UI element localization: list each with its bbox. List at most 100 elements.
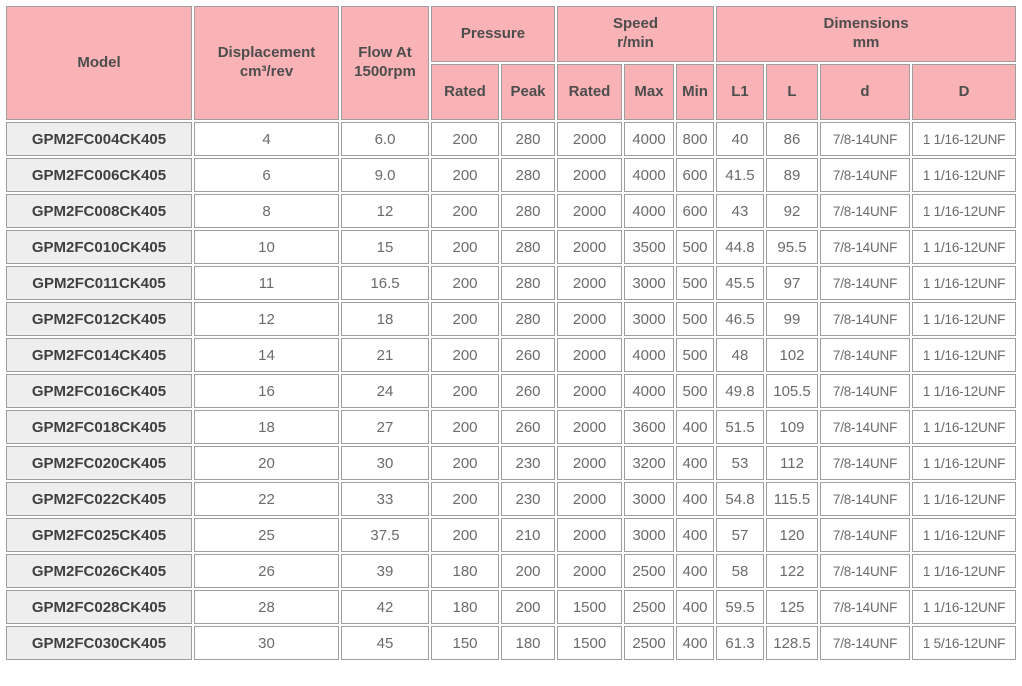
value-cell: 7/8-14UNF [820,410,911,444]
value-cell: 260 [501,374,555,408]
value-cell: 7/8-14UNF [820,554,911,588]
model-cell: GPM2FC026CK405 [6,554,192,588]
value-cell: 128.5 [766,626,819,660]
value-cell: 2000 [557,194,622,228]
header-dimensions-group: Dimensions mm [716,6,1017,62]
value-cell: 1 5/16-12UNF [912,626,1017,660]
value-cell: 3000 [624,302,674,336]
value-cell: 260 [501,338,555,372]
value-cell: 3600 [624,410,674,444]
table-row: GPM2FC011CK405 11 16.5 200 280 2000 3000 500 45.… [6,266,1017,300]
value-cell: 2000 [557,302,622,336]
value-cell: 49.8 [716,374,765,408]
table-row: GPM2FC030CK405 30 45 150 180 1500 2500 400 61.3 1… [6,626,1017,660]
value-cell: 4000 [624,158,674,192]
table-row: GPM2FC008CK405 8 12 200 280 2000 4000 600 43 92 7/… [6,194,1017,228]
value-cell: 1500 [557,590,622,624]
value-cell: 14 [194,338,339,372]
value-cell: 40 [716,122,765,156]
value-cell: 58 [716,554,765,588]
value-cell: 2000 [557,410,622,444]
value-cell: 112 [766,446,819,480]
value-cell: 26 [194,554,339,588]
table-row: GPM2FC010CK405 10 15 200 280 2000 3500 500 44.8 9… [6,230,1017,264]
value-cell: 200 [501,554,555,588]
value-cell: 24 [341,374,429,408]
model-cell: GPM2FC028CK405 [6,590,192,624]
value-cell: 500 [676,338,715,372]
value-cell: 600 [676,158,715,192]
value-cell: 61.3 [716,626,765,660]
value-cell: 400 [676,590,715,624]
value-cell: 1 1/16-12UNF [912,122,1017,156]
table-row: GPM2FC025CK405 25 37.5 200 210 2000 3000 400 57 1… [6,518,1017,552]
header-dimensions-line2: mm [852,34,880,51]
value-cell: 7/8-14UNF [820,230,911,264]
value-cell: 57 [716,518,765,552]
value-cell: 230 [501,482,555,516]
value-cell: 180 [431,554,499,588]
value-cell: 45 [341,626,429,660]
value-cell: 1 1/16-12UNF [912,158,1017,192]
value-cell: 22 [194,482,339,516]
value-cell: 20 [194,446,339,480]
value-cell: 7/8-14UNF [820,626,911,660]
model-cell: GPM2FC025CK405 [6,518,192,552]
value-cell: 1 1/16-12UNF [912,590,1017,624]
value-cell: 3500 [624,230,674,264]
header-pressure-group: Pressure [431,6,555,62]
value-cell: 500 [676,266,715,300]
header-speed-min: Min [676,64,715,120]
header-speed-line2: r/min [617,34,654,51]
value-cell: 200 [431,482,499,516]
value-cell: 125 [766,590,819,624]
value-cell: 2000 [557,374,622,408]
value-cell: 115.5 [766,482,819,516]
header-speed-max: Max [624,64,674,120]
value-cell: 16.5 [341,266,429,300]
value-cell: 46.5 [716,302,765,336]
header-dim-l1: L1 [716,64,765,120]
value-cell: 102 [766,338,819,372]
value-cell: 7/8-14UNF [820,338,911,372]
value-cell: 33 [341,482,429,516]
value-cell: 1 1/16-12UNF [912,446,1017,480]
table-row: GPM2FC018CK405 18 27 200 260 2000 3600 400 51.5 1… [6,410,1017,444]
value-cell: 4 [194,122,339,156]
value-cell: 30 [341,446,429,480]
value-cell: 3200 [624,446,674,480]
model-cell: GPM2FC008CK405 [6,194,192,228]
value-cell: 200 [431,158,499,192]
value-cell: 1 1/16-12UNF [912,482,1017,516]
value-cell: 12 [341,194,429,228]
value-cell: 7/8-14UNF [820,482,911,516]
table-row: GPM2FC026CK405 26 39 180 200 2000 2500 400 58 122… [6,554,1017,588]
model-cell: GPM2FC030CK405 [6,626,192,660]
value-cell: 11 [194,266,339,300]
value-cell: 200 [431,374,499,408]
header-pressure-peak: Peak [501,64,555,120]
pump-spec-table: Model Displacement cm³/rev Flow At 1500r… [4,4,1019,662]
value-cell: 18 [194,410,339,444]
value-cell: 200 [431,338,499,372]
value-cell: 180 [431,590,499,624]
value-cell: 400 [676,518,715,552]
value-cell: 2000 [557,338,622,372]
model-cell: GPM2FC016CK405 [6,374,192,408]
value-cell: 500 [676,230,715,264]
value-cell: 4000 [624,374,674,408]
value-cell: 30 [194,626,339,660]
value-cell: 1 1/16-12UNF [912,230,1017,264]
value-cell: 1 1/16-12UNF [912,518,1017,552]
value-cell: 25 [194,518,339,552]
value-cell: 280 [501,158,555,192]
value-cell: 3000 [624,482,674,516]
value-cell: 8 [194,194,339,228]
value-cell: 4000 [624,194,674,228]
value-cell: 1 1/16-12UNF [912,554,1017,588]
value-cell: 210 [501,518,555,552]
value-cell: 42 [341,590,429,624]
value-cell: 7/8-14UNF [820,194,911,228]
value-cell: 7/8-14UNF [820,302,911,336]
value-cell: 1 1/16-12UNF [912,410,1017,444]
